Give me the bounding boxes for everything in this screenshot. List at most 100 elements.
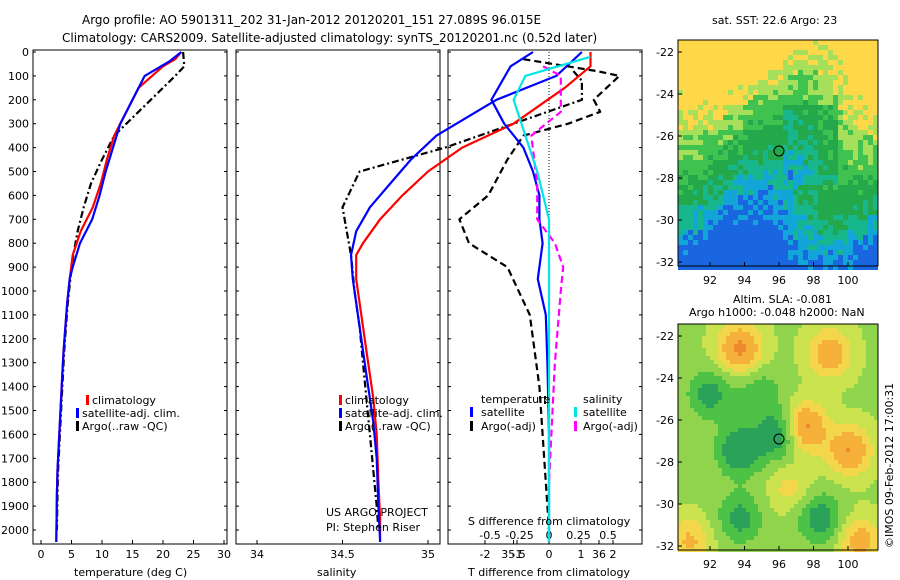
sla-cell (694, 500, 698, 504)
sla-cell (834, 324, 838, 328)
sst-cell (753, 120, 758, 125)
sla-cell (866, 372, 870, 376)
sst-cell (743, 170, 748, 175)
sla-cell (746, 464, 750, 468)
sla-cell (718, 416, 722, 420)
sst-cell (718, 60, 723, 65)
sst-cell (743, 90, 748, 95)
sst-cell (718, 210, 723, 215)
sst-cell (823, 60, 828, 65)
sla-cell (814, 444, 818, 448)
sla-cell (798, 396, 802, 400)
sla-cell (858, 388, 862, 392)
sla-cell (838, 376, 842, 380)
sla-cell (718, 336, 722, 340)
sst-cell (873, 260, 878, 265)
sst-cell (783, 160, 788, 165)
sla-cell (826, 540, 830, 544)
sla-cell (690, 480, 694, 484)
sst-cell (758, 180, 763, 185)
sla-cell (706, 508, 710, 512)
sla-cell (762, 456, 766, 460)
sla-cell (814, 476, 818, 480)
sla-cell (698, 392, 702, 396)
sla-cell (766, 464, 770, 468)
sla-cell (854, 324, 858, 328)
sla-cell (694, 420, 698, 424)
sla-cell (838, 372, 842, 376)
sla-cell (706, 412, 710, 416)
sla-cell (866, 464, 870, 468)
sla-cell (718, 396, 722, 400)
sla-cell (734, 360, 738, 364)
sst-cell (863, 150, 868, 155)
sla-cell (794, 420, 798, 424)
sst-cell (758, 195, 763, 200)
sst-cell (708, 120, 713, 125)
sst-cell (733, 150, 738, 155)
sst-cell (693, 60, 698, 65)
sla-cell (766, 348, 770, 352)
sla-cell (854, 408, 858, 412)
sst-cell (823, 155, 828, 160)
sst-cell (813, 170, 818, 175)
sla-cell (870, 480, 874, 484)
sla-cell (850, 528, 854, 532)
sla-cell (786, 384, 790, 388)
sla-cell (826, 372, 830, 376)
sla-cell (770, 524, 774, 528)
sla-cell (770, 416, 774, 420)
sla-cell (678, 500, 682, 504)
sla-cell (802, 404, 806, 408)
sla-cell (782, 388, 786, 392)
sal-xlabel: salinity (317, 566, 357, 579)
sst-cell (868, 180, 873, 185)
sst-cell (828, 140, 833, 145)
sst-cell (693, 215, 698, 220)
sla-cell (770, 472, 774, 476)
sst-cell (783, 230, 788, 235)
sst-cell (853, 155, 858, 160)
sla-cell (754, 484, 758, 488)
sst-cell (693, 155, 698, 160)
sst-cell (853, 80, 858, 85)
sla-cell (690, 372, 694, 376)
sst-cell (873, 130, 878, 135)
sst-cell (823, 170, 828, 175)
sla-cell (826, 404, 830, 408)
sla-cell (866, 396, 870, 400)
sst-cell (768, 195, 773, 200)
sla-cell (814, 368, 818, 372)
sst-cell (873, 195, 878, 200)
sla-cell (794, 324, 798, 328)
sst-cell (828, 235, 833, 240)
sla-cell (722, 420, 726, 424)
sst-cell (853, 170, 858, 175)
sla-cell (686, 348, 690, 352)
sla-cell (838, 532, 842, 536)
sst-cell (858, 200, 863, 205)
sla-cell (814, 420, 818, 424)
sst-cell (678, 60, 683, 65)
sst-cell (788, 170, 793, 175)
map-x-tick-label: 100 (838, 558, 859, 571)
sla-cell (678, 428, 682, 432)
sst-cell (748, 75, 753, 80)
sst-cell (838, 200, 843, 205)
sla-cell (690, 456, 694, 460)
sst-cell (858, 135, 863, 140)
sla-cell (806, 344, 810, 348)
sla-cell (822, 540, 826, 544)
sst-cell (813, 260, 818, 265)
sla-cell (742, 464, 746, 468)
sst-cell (703, 195, 708, 200)
sla-cell (826, 324, 830, 328)
sla-cell (718, 468, 722, 472)
sst-cell (698, 110, 703, 115)
sst-cell (778, 155, 783, 160)
sst-cell (793, 210, 798, 215)
sla-cell (690, 332, 694, 336)
sal-climatology-line (355, 52, 592, 542)
sla-cell (694, 440, 698, 444)
sla-cell (786, 456, 790, 460)
